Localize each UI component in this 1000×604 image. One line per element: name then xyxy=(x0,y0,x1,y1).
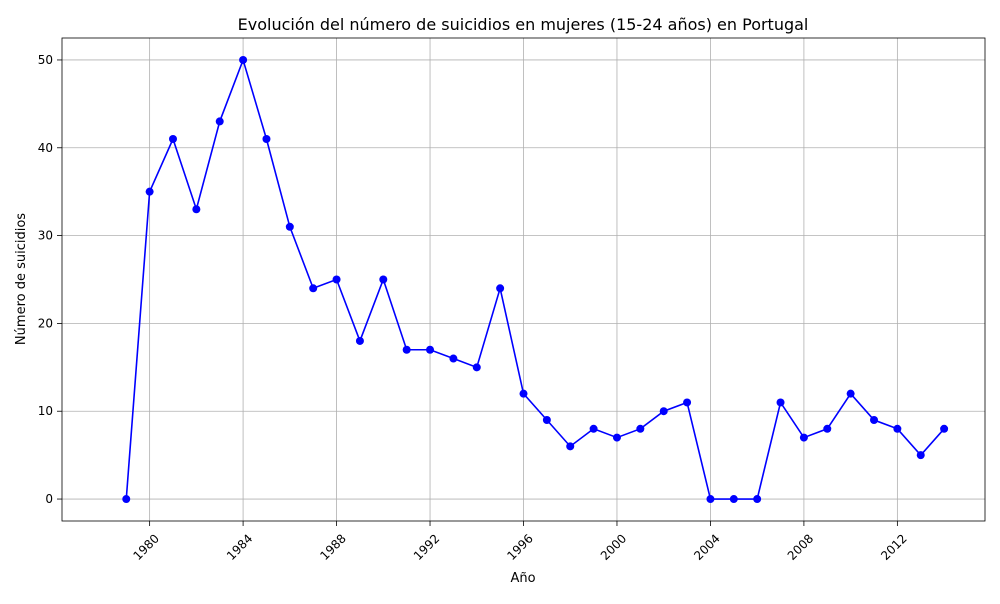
series-layer xyxy=(122,55,949,504)
series-line xyxy=(125,57,945,500)
data-point xyxy=(239,55,248,64)
data-point xyxy=(402,345,411,354)
data-point xyxy=(659,407,668,416)
data-point xyxy=(893,424,902,433)
data-point xyxy=(846,389,855,398)
data-point xyxy=(426,345,435,354)
data-point xyxy=(753,495,762,504)
data-point xyxy=(262,134,271,143)
x-axis-label: Año xyxy=(510,571,535,586)
data-point xyxy=(589,424,598,433)
data-point xyxy=(636,424,645,433)
data-point xyxy=(449,354,458,363)
y-tick-label: 20 xyxy=(38,316,53,330)
y-tick-label: 0 xyxy=(45,492,53,506)
y-tick-label: 10 xyxy=(38,404,53,418)
data-point xyxy=(496,284,505,293)
data-point xyxy=(799,433,808,442)
data-point xyxy=(776,398,785,407)
data-point xyxy=(870,416,879,425)
data-point xyxy=(542,416,551,425)
data-point xyxy=(122,495,131,504)
data-point xyxy=(215,117,224,126)
data-point xyxy=(940,424,949,433)
data-point xyxy=(355,336,364,345)
data-point xyxy=(729,495,738,504)
data-point xyxy=(612,433,621,442)
data-point xyxy=(379,275,388,284)
grid xyxy=(62,38,985,521)
data-point xyxy=(285,222,294,231)
chart-title: Evolución del número de suicidios en muj… xyxy=(238,15,809,34)
data-point xyxy=(519,389,528,398)
y-tick-label: 30 xyxy=(38,229,53,243)
y-tick-label: 50 xyxy=(38,53,53,67)
data-point xyxy=(823,424,832,433)
data-point xyxy=(916,451,925,460)
data-point xyxy=(168,134,177,143)
data-point xyxy=(683,398,692,407)
data-point xyxy=(566,442,575,451)
data-point xyxy=(192,205,201,214)
data-point xyxy=(706,495,715,504)
data-point xyxy=(145,187,154,196)
data-point xyxy=(472,363,481,372)
y-axis-label: Número de suicidios xyxy=(14,213,29,345)
data-point xyxy=(332,275,341,284)
data-point xyxy=(309,284,318,293)
y-tick-label: 40 xyxy=(38,141,53,155)
